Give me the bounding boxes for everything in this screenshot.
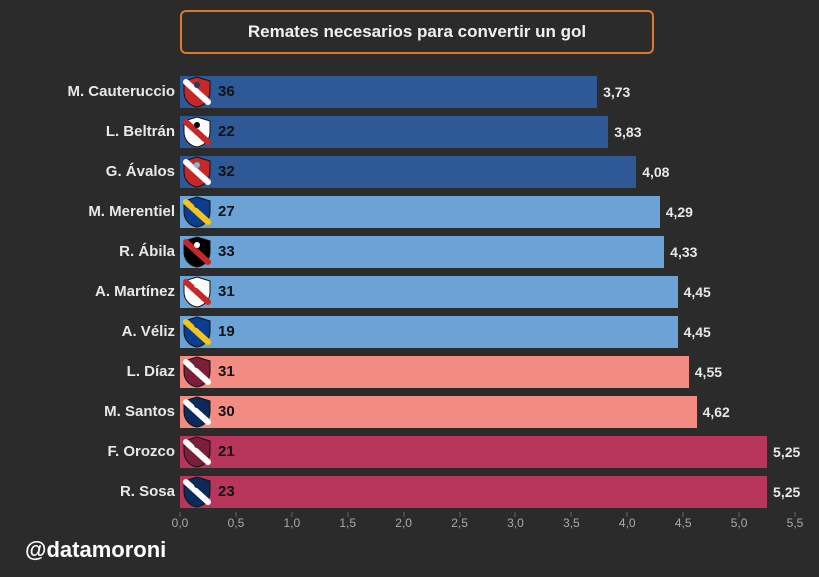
bar-row: R. Ábila334,33 — [180, 232, 795, 272]
ratio-value: 4,62 — [703, 396, 730, 428]
team-crest-icon — [180, 395, 214, 429]
shots-value: 27 — [218, 196, 235, 228]
bar — [180, 156, 636, 188]
shots-value: 19 — [218, 316, 235, 348]
team-crest-icon — [180, 275, 214, 309]
x-tick-label: 0,0 — [172, 516, 189, 530]
shots-value: 23 — [218, 476, 235, 508]
shots-value: 22 — [218, 116, 235, 148]
player-label: M. Cauteruccio — [0, 72, 175, 112]
x-axis: 0,00,51,01,52,02,53,03,54,04,55,05,5 — [180, 512, 795, 542]
team-crest-icon — [180, 195, 214, 229]
x-tick-label: 5,0 — [731, 516, 748, 530]
shots-value: 36 — [218, 76, 235, 108]
bar — [180, 436, 767, 468]
bar-row: F. Orozco215,25 — [180, 432, 795, 472]
x-tick-label: 3,0 — [507, 516, 524, 530]
player-label: A. Véliz — [0, 312, 175, 352]
team-crest-icon — [180, 115, 214, 149]
bar — [180, 316, 678, 348]
team-crest-icon — [180, 475, 214, 509]
player-label: L. Beltrán — [0, 112, 175, 152]
bar-row: L. Díaz314,55 — [180, 352, 795, 392]
bar-row: L. Beltrán223,83 — [180, 112, 795, 152]
team-crest-icon — [180, 235, 214, 269]
bar — [180, 356, 689, 388]
player-label: G. Ávalos — [0, 152, 175, 192]
team-crest-icon — [180, 155, 214, 189]
bar — [180, 116, 608, 148]
bar-row: A. Martínez314,45 — [180, 272, 795, 312]
x-tick-label: 3,5 — [563, 516, 580, 530]
credit-label: @datamoroni — [25, 537, 166, 563]
player-label: M. Merentiel — [0, 192, 175, 232]
x-tick-label: 4,5 — [675, 516, 692, 530]
ratio-value: 4,08 — [642, 156, 669, 188]
bar-row: R. Sosa235,25 — [180, 472, 795, 512]
bar — [180, 196, 660, 228]
chart-container: Remates necesarios para convertir un gol… — [0, 0, 819, 577]
ratio-value: 4,45 — [684, 276, 711, 308]
bar — [180, 236, 664, 268]
shots-value: 33 — [218, 236, 235, 268]
bar-row: M. Cauteruccio363,73 — [180, 72, 795, 112]
bar-row: M. Santos304,62 — [180, 392, 795, 432]
x-tick-label: 2,0 — [395, 516, 412, 530]
shots-value: 32 — [218, 156, 235, 188]
ratio-value: 4,33 — [670, 236, 697, 268]
player-label: R. Ábila — [0, 232, 175, 272]
ratio-value: 4,29 — [666, 196, 693, 228]
x-tick-label: 1,5 — [339, 516, 356, 530]
ratio-value: 4,45 — [684, 316, 711, 348]
shots-value: 31 — [218, 276, 235, 308]
ratio-value: 4,55 — [695, 356, 722, 388]
x-tick-label: 4,0 — [619, 516, 636, 530]
bar — [180, 276, 678, 308]
x-tick-label: 5,5 — [787, 516, 804, 530]
player-label: R. Sosa — [0, 472, 175, 512]
shots-value: 21 — [218, 436, 235, 468]
ratio-value: 5,25 — [773, 436, 800, 468]
team-crest-icon — [180, 75, 214, 109]
x-tick-label: 1,0 — [283, 516, 300, 530]
bar-row: G. Ávalos324,08 — [180, 152, 795, 192]
x-tick-label: 0,5 — [228, 516, 245, 530]
player-label: M. Santos — [0, 392, 175, 432]
shots-value: 30 — [218, 396, 235, 428]
ratio-value: 3,73 — [603, 76, 630, 108]
ratio-value: 3,83 — [614, 116, 641, 148]
chart-title: Remates necesarios para convertir un gol — [248, 22, 586, 42]
shots-value: 31 — [218, 356, 235, 388]
team-crest-icon — [180, 355, 214, 389]
player-label: L. Díaz — [0, 352, 175, 392]
team-crest-icon — [180, 315, 214, 349]
team-crest-icon — [180, 435, 214, 469]
bar-row: M. Merentiel274,29 — [180, 192, 795, 232]
title-box: Remates necesarios para convertir un gol — [180, 10, 654, 54]
player-label: A. Martínez — [0, 272, 175, 312]
player-label: F. Orozco — [0, 432, 175, 472]
bar-row: A. Véliz194,45 — [180, 312, 795, 352]
bar — [180, 396, 697, 428]
chart-area: M. Cauteruccio363,73L. Beltrán223,83G. Á… — [180, 72, 795, 512]
bar — [180, 76, 597, 108]
bar — [180, 476, 767, 508]
x-tick-label: 2,5 — [451, 516, 468, 530]
ratio-value: 5,25 — [773, 476, 800, 508]
